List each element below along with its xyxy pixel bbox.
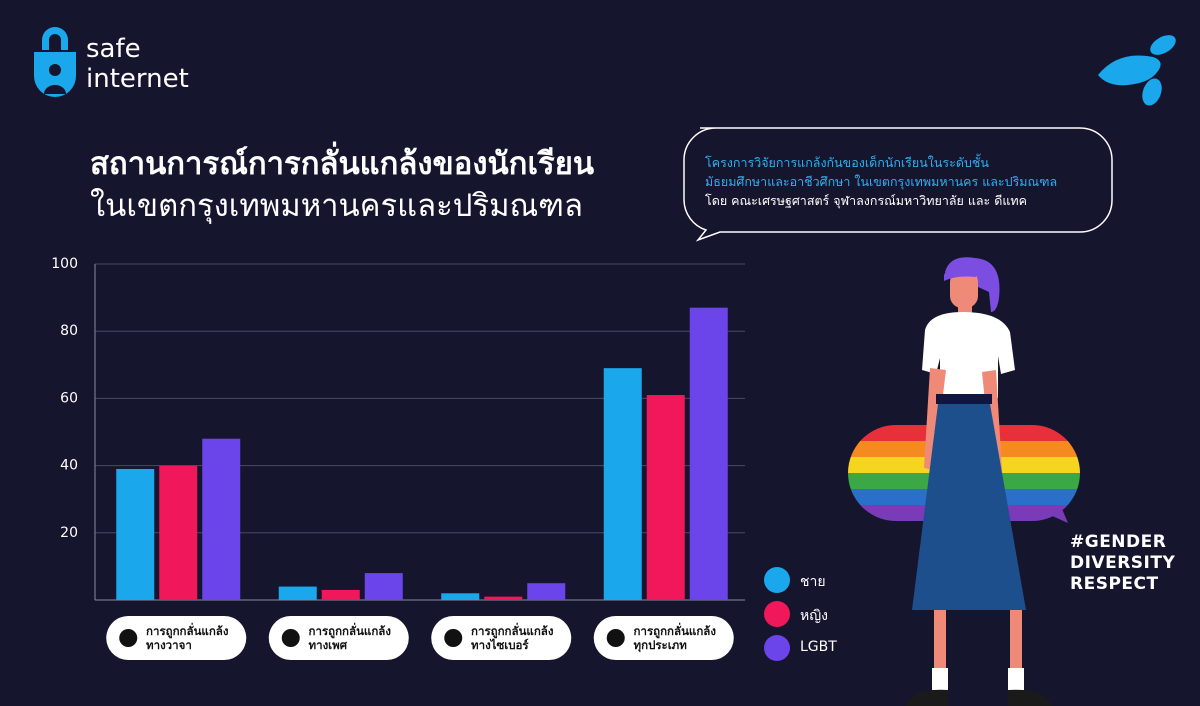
- bar: [364, 573, 403, 600]
- y-tick-label: 80: [60, 323, 78, 339]
- bar: [278, 586, 317, 600]
- legend-swatch: [764, 567, 790, 593]
- x-tick-label: การถูกกลั่นแกล้ง ทางเพศ: [308, 624, 391, 652]
- source-bubble: [683, 127, 1113, 242]
- legend-swatch: [764, 601, 790, 627]
- category-icon: [444, 629, 463, 647]
- bar: [202, 438, 241, 600]
- legend-label: ชาย: [800, 574, 826, 590]
- bar: [689, 307, 728, 600]
- y-tick-label: 20: [60, 525, 78, 541]
- brand: safe internet: [86, 34, 189, 94]
- category-pill: [106, 616, 247, 660]
- source-text: โดย คณะเศรษฐศาสตร์ จุฬาลงกรณ์มหาวิทยาลัย…: [705, 193, 1028, 208]
- y-tick-label: 100: [51, 256, 78, 272]
- bar: [159, 465, 198, 600]
- category-icon: [119, 629, 138, 647]
- category-icon: [606, 629, 625, 647]
- title: สถานการณ์การกลั่นแกล้งของนักเรียน: [90, 146, 595, 182]
- category-icon: [281, 629, 300, 647]
- rainbow-tail: [1050, 509, 1068, 523]
- bar: [116, 468, 155, 600]
- bar: [603, 368, 642, 600]
- chart: 20 40 60 80 100: [51, 256, 790, 661]
- source-text: โครงการวิจัยการแกล้งกันของเด็กนักเรียนใน…: [705, 155, 989, 170]
- brand-icon: [34, 27, 76, 97]
- title: ในเขตกรุงเทพมหานครและปริมณฑล: [90, 188, 584, 224]
- bar: [321, 589, 360, 600]
- legend-label: LGBT: [800, 639, 837, 655]
- x-tick-label: การถูกกลั่นแกล้ง ทุกประเภท: [633, 624, 716, 652]
- y-tick-label: 40: [60, 458, 78, 474]
- category-pill: [431, 616, 572, 660]
- illustration: [906, 257, 1052, 706]
- category-pill: [268, 616, 409, 660]
- bar: [484, 596, 523, 600]
- y-tick-label: 60: [60, 390, 78, 406]
- source-text: มัธยมศึกษาและอาชีวศึกษา ในเขตกรุงเทพมหาน…: [705, 174, 1058, 189]
- bar: [441, 593, 480, 600]
- bar: [527, 583, 566, 600]
- x-tick-label: การถูกกลั่นแกล้ง ทางวาจา: [146, 624, 229, 652]
- legend-swatch: [764, 635, 790, 661]
- telenor-logo: [1098, 35, 1176, 106]
- x-tick-label: การถูกกลั่นแกล้ง ทางไซเบอร์: [471, 624, 554, 652]
- hashtag: #GENDER DIVERSITY RESPECT: [1070, 532, 1176, 594]
- bar: [646, 395, 685, 600]
- legend-label: หญิง: [800, 608, 828, 624]
- category-pill: [593, 616, 734, 660]
